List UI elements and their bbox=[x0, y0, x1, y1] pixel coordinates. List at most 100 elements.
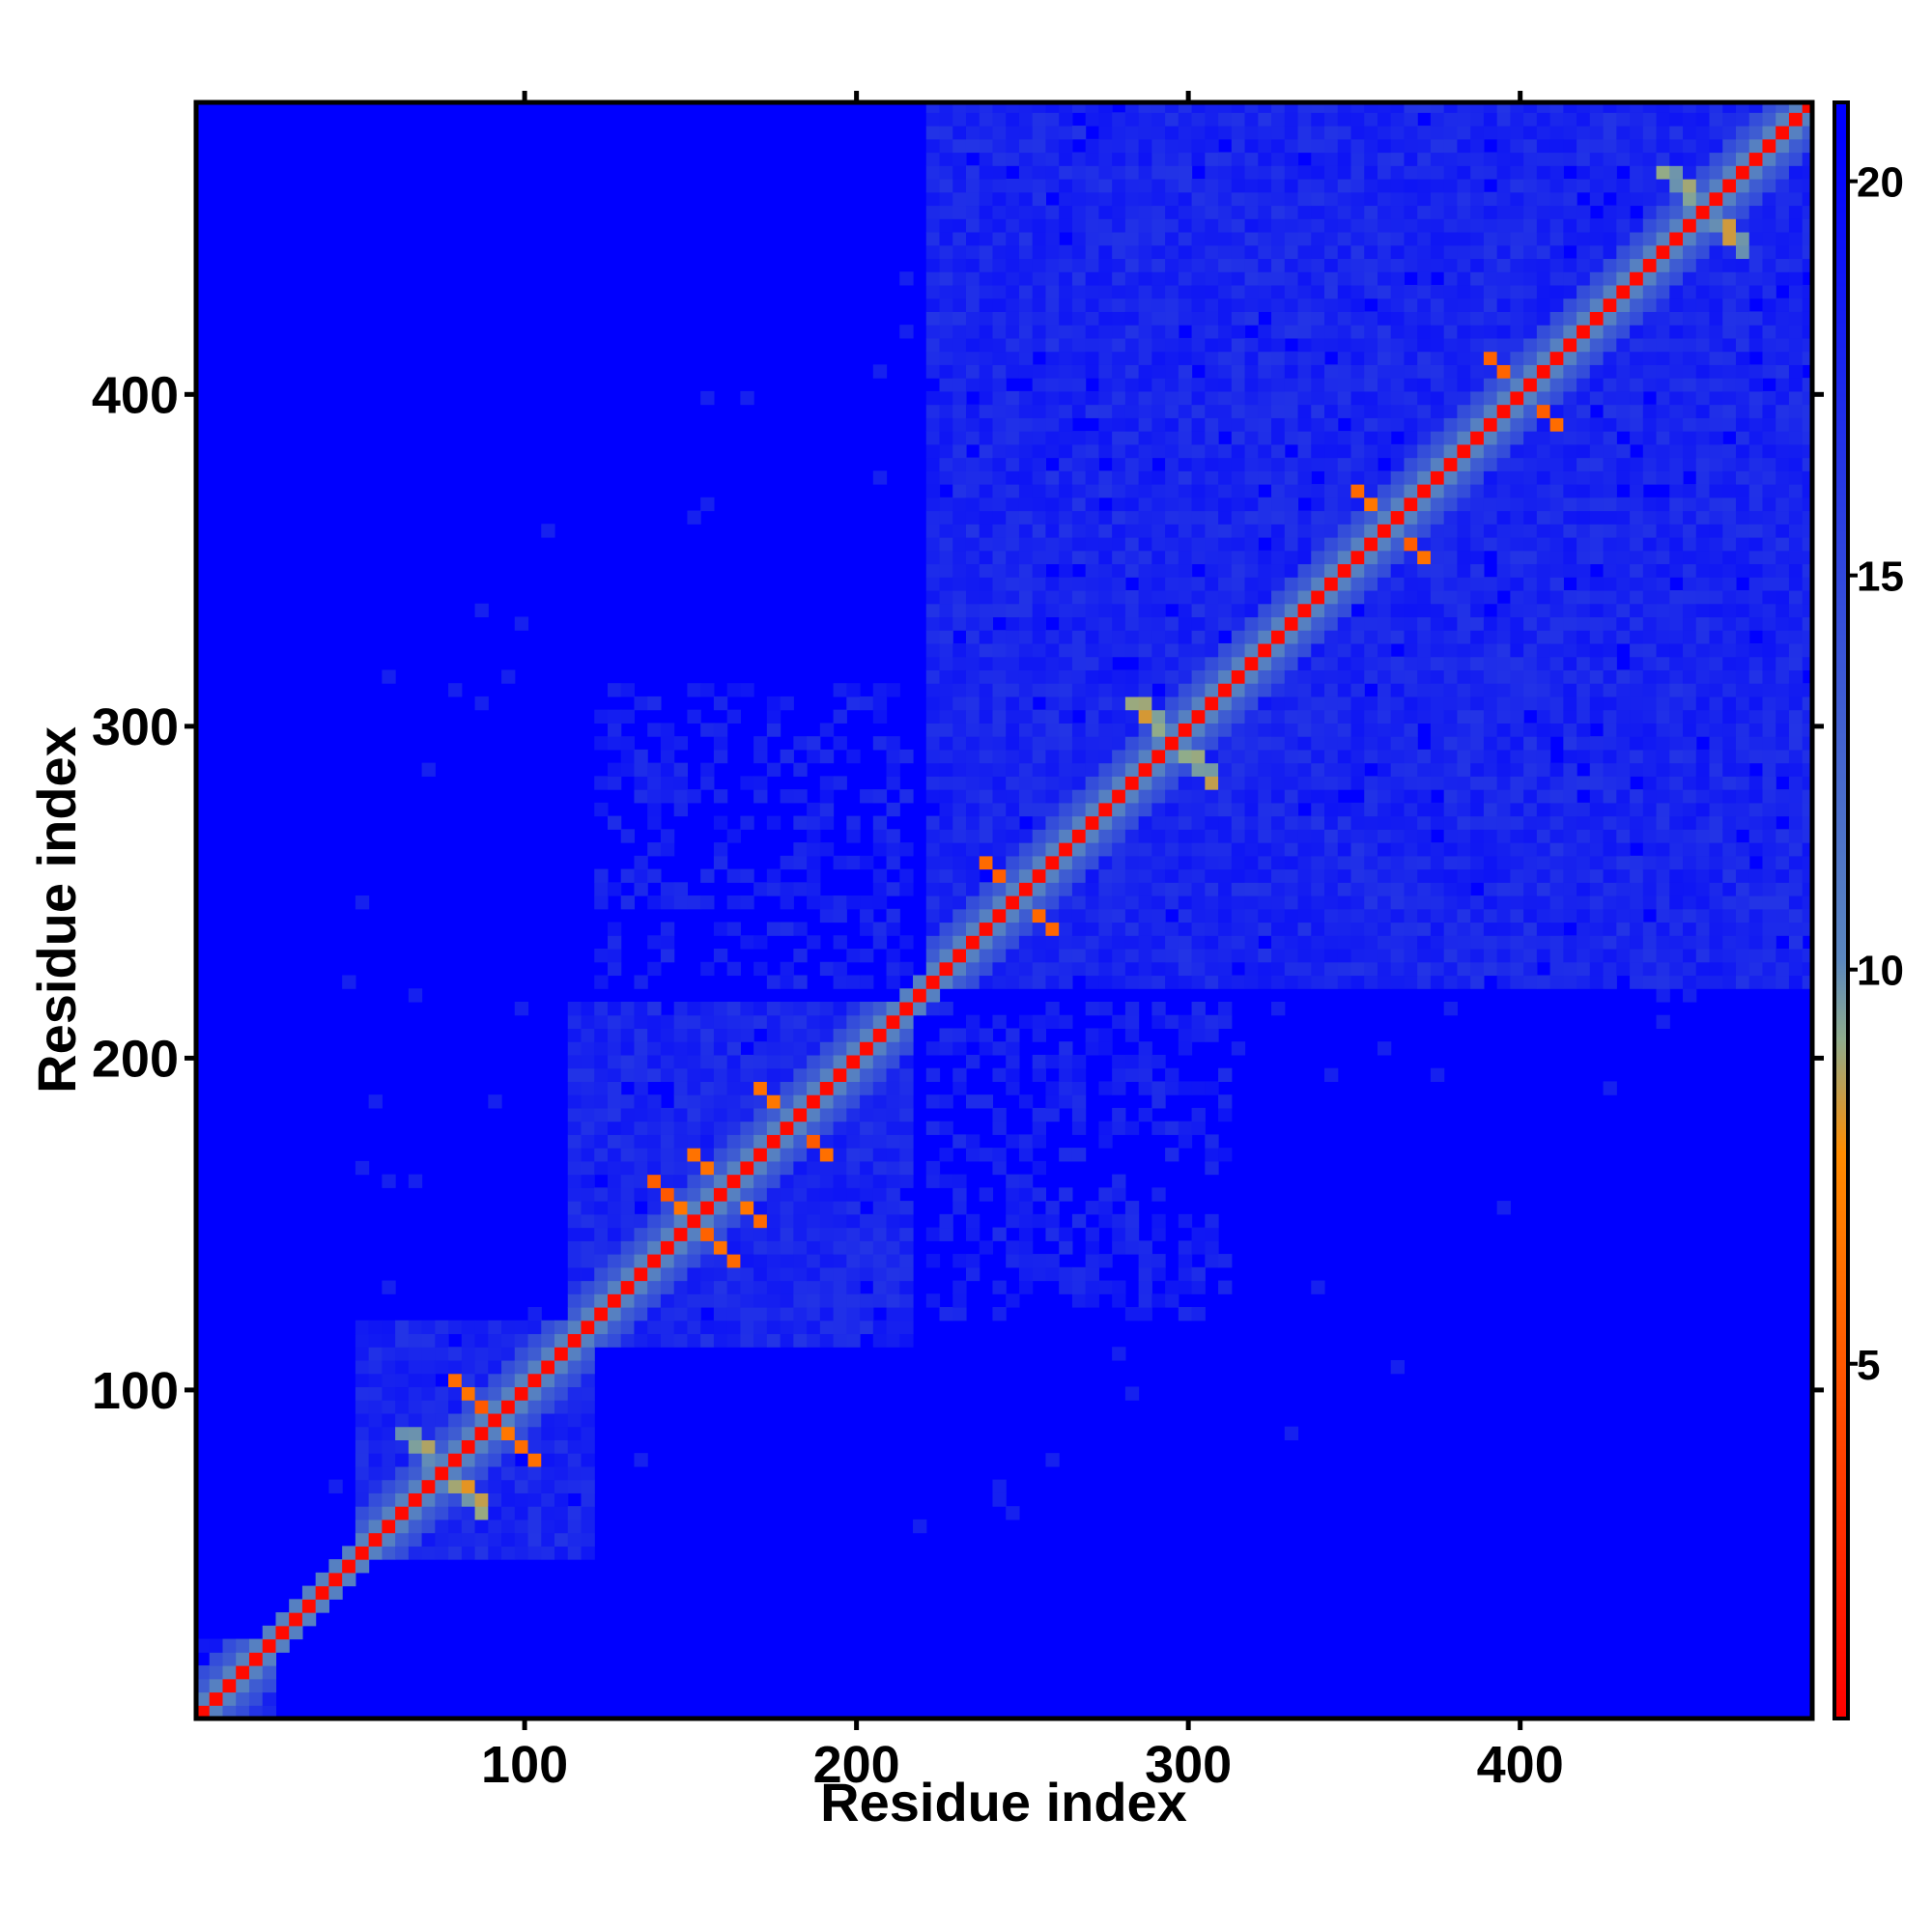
heatmap-cell bbox=[807, 749, 821, 764]
heatmap-cell bbox=[1059, 497, 1073, 512]
heatmap-cell bbox=[700, 497, 715, 512]
heatmap-cell bbox=[1284, 696, 1299, 711]
heatmap-cell bbox=[1271, 762, 1286, 777]
heatmap-cell bbox=[1577, 218, 1591, 233]
heatmap-cell bbox=[647, 1054, 662, 1069]
heatmap-cell bbox=[620, 749, 636, 764]
heatmap-cell bbox=[1151, 829, 1166, 843]
heatmap-cell bbox=[1045, 337, 1060, 353]
heatmap-cell bbox=[1045, 1453, 1060, 1467]
heatmap-cell bbox=[952, 922, 967, 936]
heatmap-cell bbox=[1563, 762, 1577, 777]
heatmap-cell bbox=[1390, 855, 1406, 870]
heatmap-cell bbox=[1006, 616, 1020, 631]
heatmap-cell bbox=[620, 1028, 636, 1042]
heatmap-cell bbox=[766, 1107, 781, 1122]
heatmap-cell bbox=[1018, 510, 1034, 525]
heatmap-cell bbox=[713, 1227, 728, 1241]
heatmap-cell bbox=[780, 1174, 794, 1188]
heatmap-cell bbox=[899, 1067, 914, 1082]
heatmap-cell bbox=[1271, 815, 1286, 830]
heatmap-cell bbox=[1205, 102, 1219, 113]
heatmap-cell bbox=[872, 1293, 888, 1308]
heatmap-cell bbox=[939, 497, 953, 512]
heatmap-cell bbox=[620, 1107, 636, 1122]
heatmap-cell bbox=[1390, 868, 1406, 883]
heatmap-cell bbox=[1377, 1041, 1392, 1056]
heatmap-cell bbox=[1191, 1107, 1206, 1122]
heatmap-cell bbox=[1006, 271, 1020, 286]
heatmap-cell bbox=[1443, 949, 1458, 963]
heatmap-cell bbox=[1390, 244, 1406, 260]
heatmap-cell bbox=[1364, 789, 1378, 804]
heatmap-cell bbox=[939, 908, 953, 923]
heatmap-cell bbox=[1124, 165, 1140, 180]
heatmap-cell bbox=[1045, 1266, 1060, 1282]
heatmap-cell bbox=[1390, 311, 1406, 326]
heatmap-cell bbox=[979, 616, 994, 631]
heatmap-cell bbox=[1510, 736, 1524, 751]
heatmap-cell bbox=[766, 1174, 781, 1188]
heatmap-cell bbox=[355, 1400, 370, 1414]
heatmap-cell bbox=[952, 683, 967, 697]
heatmap-cell bbox=[1350, 669, 1365, 684]
heatmap-cell bbox=[1071, 165, 1087, 180]
heatmap-cell bbox=[1205, 855, 1219, 870]
heatmap-cell bbox=[607, 683, 622, 697]
heatmap-cell bbox=[992, 510, 1007, 525]
heatmap-cell bbox=[1244, 868, 1259, 883]
heatmap-cell bbox=[1417, 138, 1432, 154]
heatmap-cell bbox=[1032, 961, 1047, 977]
heatmap-cell bbox=[1231, 868, 1246, 883]
heatmap-cell bbox=[382, 1280, 396, 1294]
heatmap-cell bbox=[1404, 165, 1418, 180]
heatmap-cell bbox=[992, 868, 1007, 883]
heatmap-cell bbox=[1496, 218, 1511, 233]
heatmap-cell bbox=[1085, 390, 1099, 406]
heatmap-cell bbox=[1549, 244, 1564, 260]
heatmap-cell bbox=[634, 1041, 648, 1056]
heatmap-cell bbox=[1085, 550, 1099, 565]
heatmap-cell bbox=[1191, 390, 1206, 406]
heatmap-cell bbox=[1417, 378, 1432, 392]
heatmap-cell bbox=[435, 1479, 449, 1493]
heatmap-cell bbox=[1271, 802, 1286, 817]
heatmap-cell bbox=[726, 1054, 741, 1069]
heatmap-cell bbox=[1124, 470, 1140, 485]
heatmap-cell bbox=[1205, 603, 1219, 618]
heatmap-cell bbox=[1124, 922, 1140, 936]
heatmap-cell bbox=[567, 1426, 582, 1440]
heatmap-cell bbox=[1244, 443, 1259, 459]
heatmap-cell bbox=[1470, 417, 1485, 432]
heatmap-cell bbox=[1523, 284, 1538, 299]
heatmap-cell bbox=[607, 723, 622, 737]
heatmap-cell bbox=[1085, 603, 1099, 618]
heatmap-cell bbox=[1470, 749, 1485, 764]
heatmap-cell bbox=[1510, 337, 1524, 353]
heatmap-cell bbox=[1191, 961, 1206, 977]
heatmap-cell bbox=[925, 669, 941, 684]
heatmap-cell bbox=[1603, 484, 1617, 498]
heatmap-cell bbox=[1364, 961, 1378, 977]
heatmap-cell bbox=[1297, 404, 1312, 418]
heatmap-cell bbox=[328, 1479, 343, 1493]
heatmap-cell bbox=[992, 165, 1007, 180]
heatmap-cell bbox=[1616, 802, 1631, 817]
heatmap-cell bbox=[594, 802, 609, 817]
heatmap-cell bbox=[1377, 696, 1392, 711]
heatmap-cell bbox=[780, 1227, 794, 1241]
heatmap-cell bbox=[1510, 789, 1524, 804]
heatmap-cell bbox=[620, 1280, 636, 1294]
heatmap-cell bbox=[1231, 589, 1246, 605]
heatmap-cell bbox=[1483, 949, 1498, 963]
heatmap-cell bbox=[886, 855, 900, 870]
heatmap-cell bbox=[1244, 417, 1259, 432]
heatmap-cell bbox=[1430, 417, 1445, 432]
heatmap-cell bbox=[634, 882, 648, 896]
heatmap-cell bbox=[395, 1453, 410, 1467]
heatmap-cell bbox=[1430, 102, 1445, 113]
heatmap-cell bbox=[673, 802, 688, 817]
heatmap-cell bbox=[1510, 882, 1524, 896]
heatmap-cell bbox=[1059, 470, 1073, 485]
heatmap-cell bbox=[952, 258, 967, 272]
